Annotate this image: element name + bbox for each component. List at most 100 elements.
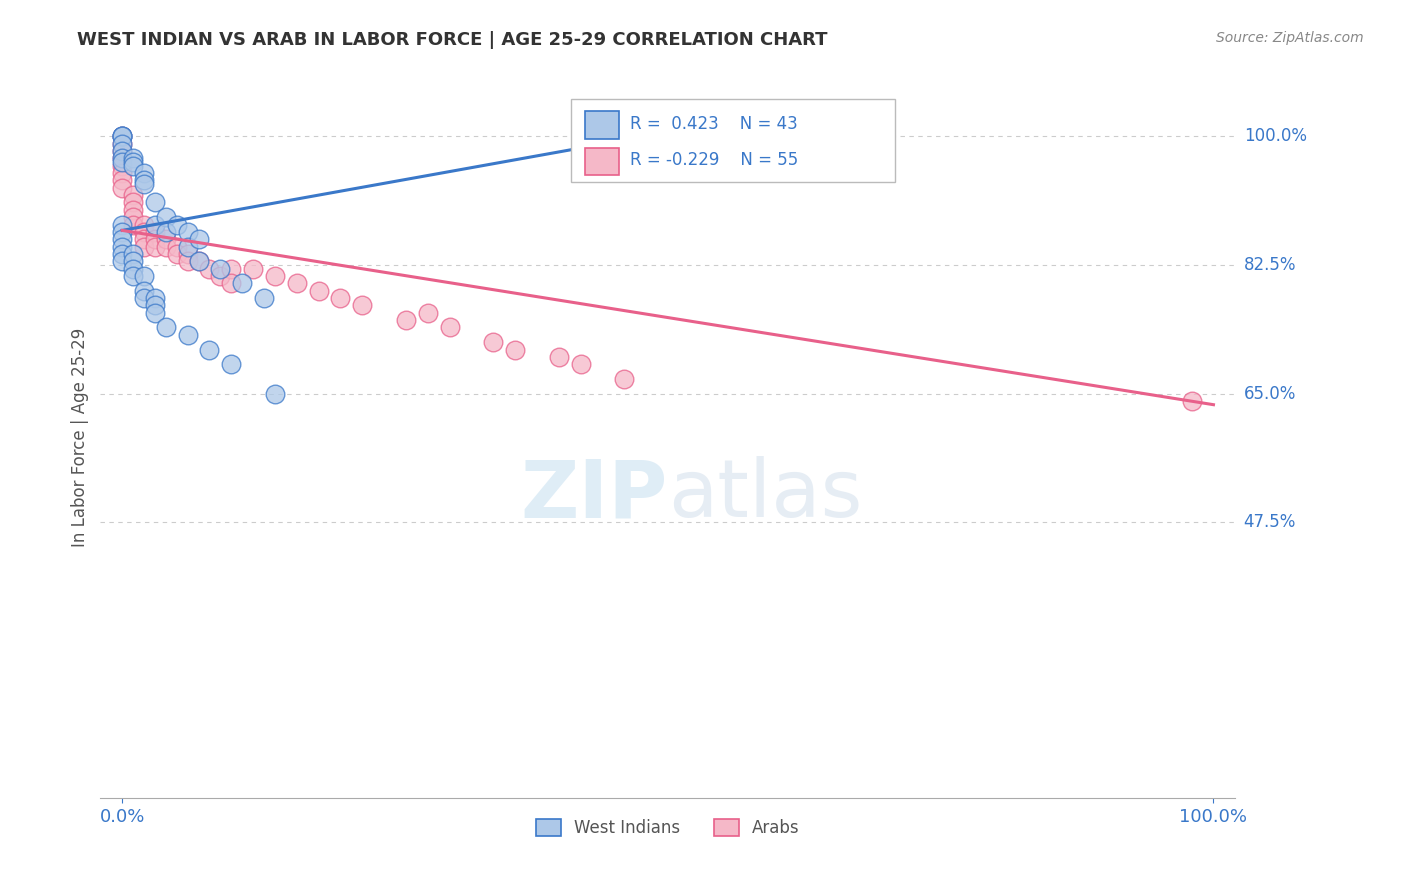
Point xyxy=(143,225,166,239)
Point xyxy=(395,313,418,327)
Point xyxy=(187,254,209,268)
Point xyxy=(155,210,177,224)
Point xyxy=(111,144,134,158)
Point xyxy=(187,232,209,246)
Point xyxy=(569,357,592,371)
Point xyxy=(132,225,155,239)
Point xyxy=(143,306,166,320)
Point xyxy=(176,327,198,342)
Point xyxy=(231,277,253,291)
Point xyxy=(111,218,134,232)
Point xyxy=(111,129,134,144)
Point xyxy=(122,188,145,202)
Point xyxy=(352,298,374,312)
Point xyxy=(209,261,232,276)
Point xyxy=(122,155,145,169)
Point xyxy=(264,386,287,401)
Point xyxy=(166,239,188,253)
Point xyxy=(209,268,232,283)
Point xyxy=(111,159,134,173)
Point xyxy=(132,232,155,246)
Text: 100.0%: 100.0% xyxy=(1244,128,1306,145)
Point xyxy=(111,239,134,253)
FancyBboxPatch shape xyxy=(585,148,619,176)
Point xyxy=(111,225,134,239)
Y-axis label: In Labor Force | Age 25-29: In Labor Force | Age 25-29 xyxy=(72,328,89,548)
Point xyxy=(132,177,155,191)
Point xyxy=(547,350,569,364)
Text: 47.5%: 47.5% xyxy=(1244,514,1296,532)
FancyBboxPatch shape xyxy=(585,112,619,139)
Point xyxy=(143,195,166,210)
Point xyxy=(439,320,461,334)
Point xyxy=(143,232,166,246)
Point xyxy=(111,180,134,194)
Point xyxy=(221,277,243,291)
Point xyxy=(155,320,177,334)
Point xyxy=(111,247,134,261)
Point xyxy=(122,202,145,217)
Point xyxy=(122,218,145,232)
Point xyxy=(166,218,188,232)
Point xyxy=(416,306,439,320)
Point xyxy=(198,343,221,357)
Point xyxy=(111,129,134,144)
Point xyxy=(111,144,134,158)
Point xyxy=(122,152,145,166)
Point xyxy=(111,129,134,144)
Point xyxy=(132,268,155,283)
Text: Source: ZipAtlas.com: Source: ZipAtlas.com xyxy=(1216,31,1364,45)
Point xyxy=(122,210,145,224)
Point xyxy=(111,136,134,151)
Point xyxy=(111,166,134,180)
Point xyxy=(143,298,166,312)
Point xyxy=(329,291,352,305)
Point xyxy=(503,343,526,357)
Point xyxy=(143,218,166,232)
Point xyxy=(132,284,155,298)
Point xyxy=(155,225,177,239)
Point xyxy=(187,254,209,268)
Point xyxy=(634,129,657,144)
Point xyxy=(482,335,505,350)
Point xyxy=(143,239,166,253)
Point xyxy=(285,277,308,291)
FancyBboxPatch shape xyxy=(571,99,894,182)
Point xyxy=(253,291,276,305)
Point xyxy=(132,166,155,180)
Point xyxy=(132,239,155,253)
Text: R =  0.423    N = 43: R = 0.423 N = 43 xyxy=(630,115,799,133)
Point xyxy=(155,239,177,253)
Point xyxy=(122,268,145,283)
Point xyxy=(111,254,134,268)
Text: 65.0%: 65.0% xyxy=(1244,384,1296,402)
Point xyxy=(122,261,145,276)
Point xyxy=(221,357,243,371)
Point xyxy=(1181,394,1204,409)
Point xyxy=(176,247,198,261)
Legend: West Indians, Arabs: West Indians, Arabs xyxy=(529,813,807,844)
Point xyxy=(122,247,145,261)
Point xyxy=(132,291,155,305)
Point xyxy=(264,268,287,283)
Point xyxy=(111,232,134,246)
Text: R = -0.229    N = 55: R = -0.229 N = 55 xyxy=(630,152,799,169)
Point xyxy=(613,372,636,386)
Point xyxy=(132,173,155,187)
Text: atlas: atlas xyxy=(668,457,862,534)
Point xyxy=(111,173,134,187)
Text: WEST INDIAN VS ARAB IN LABOR FORCE | AGE 25-29 CORRELATION CHART: WEST INDIAN VS ARAB IN LABOR FORCE | AGE… xyxy=(77,31,828,49)
Point xyxy=(143,291,166,305)
Point xyxy=(155,232,177,246)
Point xyxy=(176,225,198,239)
Point xyxy=(111,152,134,166)
Point xyxy=(308,284,330,298)
Point xyxy=(198,261,221,276)
Text: 82.5%: 82.5% xyxy=(1244,256,1296,274)
Point xyxy=(221,261,243,276)
Point xyxy=(166,247,188,261)
Point xyxy=(242,261,264,276)
Point xyxy=(111,155,134,169)
Text: ZIP: ZIP xyxy=(520,457,668,534)
Point xyxy=(111,129,134,144)
